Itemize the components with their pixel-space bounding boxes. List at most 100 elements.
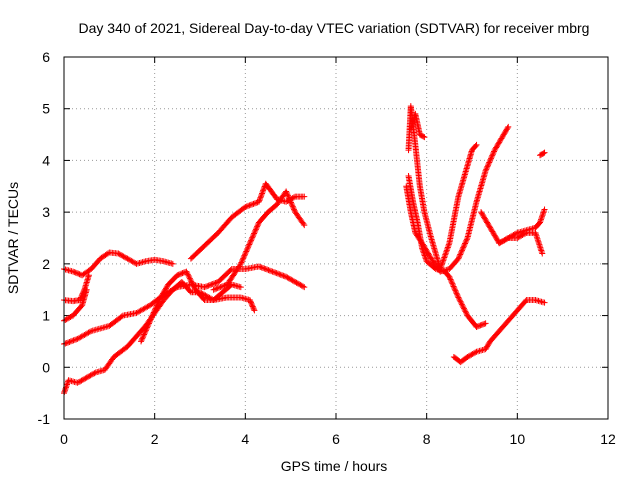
data-point (297, 281, 304, 288)
data-point (243, 248, 250, 255)
data-point (258, 191, 265, 198)
data-point (150, 309, 157, 316)
data-point (66, 314, 73, 321)
data-point (483, 166, 490, 173)
data-point (443, 247, 450, 254)
data-point (274, 270, 281, 277)
data-point (293, 279, 300, 286)
data-point (238, 259, 245, 266)
data-point (445, 243, 452, 250)
data-point (253, 199, 260, 206)
data-point (239, 258, 246, 265)
data-point (119, 252, 126, 259)
data-point (446, 273, 453, 280)
x-tick-label: 12 (600, 431, 616, 447)
data-point (459, 246, 466, 253)
data-point (214, 285, 221, 292)
data-point (247, 238, 254, 245)
data-point (211, 286, 218, 293)
data-point (261, 265, 268, 272)
data-point (174, 272, 181, 279)
data-point (227, 267, 234, 274)
data-point (260, 187, 267, 194)
data-point (154, 299, 161, 306)
data-point (449, 282, 456, 289)
data-point (147, 316, 154, 323)
data-point (139, 334, 146, 341)
data-point (460, 243, 467, 250)
data-point (67, 314, 74, 321)
data-point (538, 215, 545, 222)
data-point (268, 268, 275, 275)
data-point (457, 250, 464, 257)
data-point (153, 303, 160, 310)
data-point (259, 190, 266, 197)
data-point (72, 269, 79, 276)
data-point (453, 290, 460, 297)
data-point (260, 186, 267, 193)
data-point (478, 321, 485, 328)
data-point (438, 261, 445, 268)
data-point (489, 151, 496, 158)
data-point (154, 301, 161, 308)
data-point (482, 320, 489, 327)
data-point (82, 375, 89, 382)
data-point (65, 339, 72, 346)
data-point (283, 273, 290, 280)
x-tick-label: 6 (332, 431, 340, 447)
data-series (61, 286, 90, 324)
data-point (301, 284, 308, 291)
data-point (462, 308, 469, 315)
data-point (155, 298, 162, 305)
data-point (209, 281, 216, 288)
data-point (88, 371, 95, 378)
data-point (290, 205, 297, 212)
data-point (541, 207, 548, 214)
data-point (439, 258, 446, 265)
y-tick-label: 3 (42, 204, 50, 220)
data-point (210, 286, 217, 293)
data-point (237, 284, 244, 291)
data-point (123, 254, 130, 261)
data-point (249, 303, 256, 310)
data-point (147, 317, 154, 324)
data-point (63, 382, 70, 389)
data-point (71, 269, 78, 276)
data-point (459, 247, 466, 254)
y-tick-label: 2 (42, 256, 50, 272)
data-point (462, 240, 469, 247)
data-point (480, 321, 487, 328)
data-point (186, 288, 193, 295)
data-point (456, 295, 463, 302)
data-series (61, 278, 258, 397)
data-point (473, 141, 480, 148)
data-point (250, 304, 257, 311)
data-point (443, 248, 450, 255)
data-point (84, 373, 91, 380)
data-point (539, 213, 546, 220)
data-point (489, 152, 496, 159)
data-point (128, 257, 135, 264)
data-point (213, 285, 220, 292)
data-point (120, 253, 127, 260)
data-point (540, 150, 547, 157)
data-point (290, 194, 297, 201)
data-point (258, 193, 265, 200)
data-point (287, 276, 294, 283)
x-tick-label: 4 (241, 431, 249, 447)
data-point (296, 281, 303, 288)
data-point (246, 240, 253, 247)
data-point (518, 232, 525, 239)
data-point (242, 249, 249, 256)
data-point (285, 275, 292, 282)
data-point (452, 288, 459, 295)
data-point (488, 155, 495, 162)
data-point (237, 260, 244, 267)
data-point (276, 271, 283, 278)
data-point (462, 239, 469, 246)
data-point (200, 295, 207, 302)
data-point (249, 201, 256, 208)
data-point (116, 251, 123, 258)
data-point (538, 216, 545, 223)
